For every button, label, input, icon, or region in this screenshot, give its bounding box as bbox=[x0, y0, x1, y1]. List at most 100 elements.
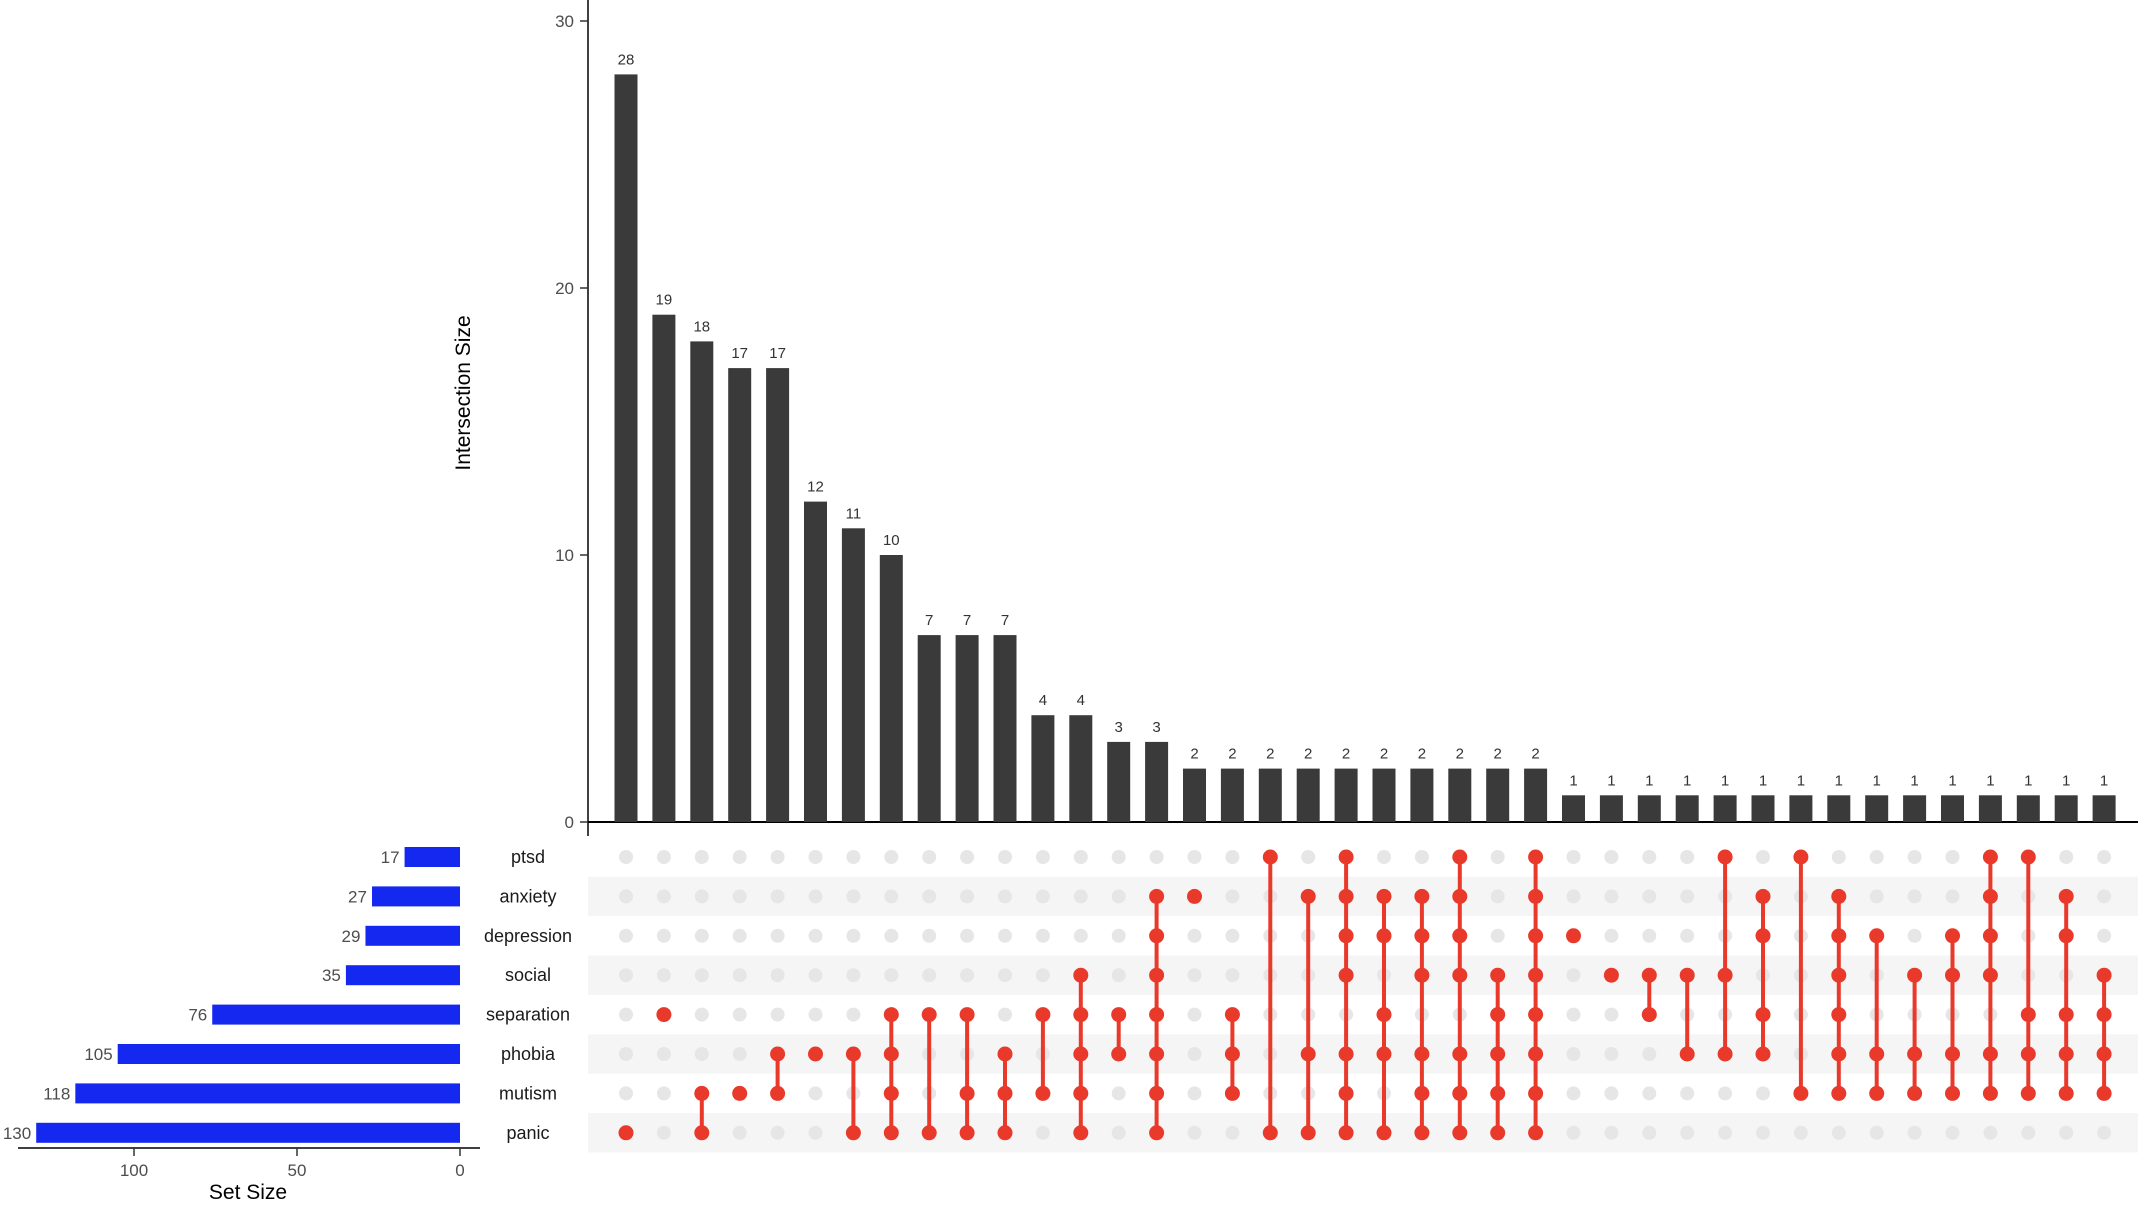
matrix-dot-active bbox=[1755, 1046, 1771, 1062]
matrix-dot-active bbox=[1338, 1125, 1354, 1141]
matrix-dot-active bbox=[1376, 1125, 1392, 1141]
matrix-dot-inactive bbox=[960, 968, 975, 983]
intersection-bar bbox=[614, 74, 638, 822]
matrix-dot-active bbox=[1982, 967, 1998, 983]
matrix-dot-inactive bbox=[1907, 928, 1922, 943]
matrix-dot-active bbox=[1831, 1046, 1847, 1062]
matrix-dot-inactive bbox=[1225, 968, 1240, 983]
set-name-label: phobia bbox=[501, 1044, 556, 1064]
matrix-dot-inactive bbox=[884, 968, 899, 983]
matrix-dot-active bbox=[1528, 928, 1544, 944]
intersection-bar-label: 11 bbox=[846, 505, 862, 522]
matrix-dot-inactive bbox=[1035, 850, 1050, 864]
matrix-dot-active bbox=[1831, 1085, 1847, 1101]
matrix-dot-inactive bbox=[1414, 850, 1429, 864]
matrix-dot-active bbox=[1793, 1085, 1809, 1101]
matrix-dot-inactive bbox=[1907, 1125, 1922, 1140]
matrix-dot-active bbox=[1414, 928, 1430, 944]
matrix-dot-active bbox=[1300, 888, 1316, 904]
matrix-dot-active bbox=[1376, 928, 1392, 944]
matrix-dot-inactive bbox=[1680, 1086, 1695, 1101]
matrix-dot-inactive bbox=[1642, 850, 1657, 864]
intersection-bar-label: 1 bbox=[1797, 772, 1805, 789]
matrix-dot-inactive bbox=[2059, 1125, 2074, 1140]
matrix-dot-inactive bbox=[656, 928, 671, 943]
set-names: ptsd anxiety depression social separation pho… bbox=[484, 847, 572, 1143]
matrix-dot-active bbox=[1073, 967, 1089, 983]
matrix-dot-active bbox=[997, 1085, 1013, 1101]
set-size-bar bbox=[212, 1004, 460, 1025]
matrix-dot-active bbox=[1907, 1085, 1923, 1101]
matrix-dot-active bbox=[845, 1046, 861, 1062]
matrix-dot-active bbox=[2020, 1046, 2036, 1062]
matrix-dot-inactive bbox=[1869, 850, 1884, 864]
matrix-dot-inactive bbox=[732, 928, 747, 943]
intersection-bar-label: 3 bbox=[1115, 719, 1123, 736]
matrix-dot-inactive bbox=[1225, 928, 1240, 943]
intersection-bar-label: 2 bbox=[1418, 746, 1426, 763]
intersection-bars bbox=[614, 74, 2116, 822]
set-name-label: mutism bbox=[499, 1083, 557, 1103]
matrix-dot-active bbox=[1414, 1125, 1430, 1141]
intersection-bar bbox=[652, 314, 676, 822]
matrix-dot-active bbox=[1073, 1046, 1089, 1062]
matrix-dot-inactive bbox=[1604, 1047, 1619, 1061]
set-size-bar bbox=[117, 1044, 460, 1064]
matrix-dot-inactive bbox=[1831, 1125, 1846, 1140]
matrix-dot-active bbox=[1528, 1085, 1544, 1101]
matrix-dot-inactive bbox=[2097, 850, 2112, 864]
matrix-dot-inactive bbox=[619, 889, 633, 904]
matrix-dot-inactive bbox=[732, 968, 747, 983]
matrix-dot-inactive bbox=[1111, 1125, 1126, 1140]
matrix-dot-inactive bbox=[1680, 928, 1695, 943]
matrix-dot-active bbox=[2096, 1085, 2112, 1101]
matrix-dot-active bbox=[1490, 1125, 1506, 1141]
matrix-dot-active bbox=[959, 1085, 975, 1101]
matrix-dot-inactive bbox=[732, 1047, 747, 1061]
matrix-dot-inactive bbox=[1793, 1125, 1808, 1140]
matrix-dot-active bbox=[1793, 849, 1809, 865]
matrix-dot-active bbox=[1338, 967, 1354, 983]
intersection-bar-label: 1 bbox=[1986, 772, 1994, 789]
matrix-dot-active bbox=[1528, 967, 1544, 983]
matrix-dot-active bbox=[1490, 967, 1506, 983]
matrix-dot-inactive bbox=[1718, 1125, 1733, 1140]
intersection-y-tick-label: 30 bbox=[555, 12, 574, 31]
matrix-dot-active bbox=[656, 1007, 672, 1023]
intersection-bar bbox=[2016, 795, 2040, 822]
set-size-bar bbox=[371, 886, 460, 907]
intersection-bar bbox=[993, 635, 1017, 822]
intersection-bar-label: 1 bbox=[1645, 772, 1653, 789]
intersection-bar bbox=[1524, 768, 1548, 822]
intersection-bar-label: 2 bbox=[1456, 746, 1464, 763]
matrix-dot-active bbox=[1869, 1085, 1885, 1101]
matrix-dot-inactive bbox=[922, 928, 937, 943]
matrix-dot-inactive bbox=[846, 1007, 861, 1022]
intersection-bar bbox=[1486, 768, 1510, 822]
matrix-dot-inactive bbox=[2097, 889, 2112, 904]
matrix-dot-inactive bbox=[1490, 889, 1505, 904]
matrix-dot-active bbox=[732, 1085, 748, 1101]
intersection-bar-label: 28 bbox=[618, 51, 635, 68]
matrix-dot-inactive bbox=[1718, 1086, 1733, 1101]
matrix-dot-active bbox=[694, 1125, 710, 1141]
matrix-dot-inactive bbox=[884, 850, 899, 864]
matrix-dot-inactive bbox=[619, 1007, 633, 1022]
set-name-label: separation bbox=[486, 1005, 570, 1025]
matrix-dot-active bbox=[1035, 1007, 1051, 1023]
matrix-dot-inactive bbox=[770, 1007, 785, 1022]
matrix-dot-active bbox=[1869, 1046, 1885, 1062]
matrix-dot-active bbox=[1528, 888, 1544, 904]
matrix-dot-active bbox=[1755, 928, 1771, 944]
matrix-dot-inactive bbox=[808, 1125, 823, 1140]
matrix-dot-active bbox=[1452, 1125, 1468, 1141]
set-size-x-tick-label: 0 bbox=[455, 1161, 464, 1180]
matrix-dot-active bbox=[1945, 967, 1960, 983]
matrix-dot-inactive bbox=[998, 1007, 1012, 1022]
matrix-dot-active bbox=[694, 1085, 710, 1101]
matrix-dot-active bbox=[1528, 1046, 1544, 1062]
matrix-dot-inactive bbox=[1566, 1047, 1581, 1061]
matrix-dot-active bbox=[1338, 849, 1354, 865]
matrix-dot-inactive bbox=[1187, 928, 1202, 943]
matrix-dot-inactive bbox=[2097, 1125, 2112, 1140]
